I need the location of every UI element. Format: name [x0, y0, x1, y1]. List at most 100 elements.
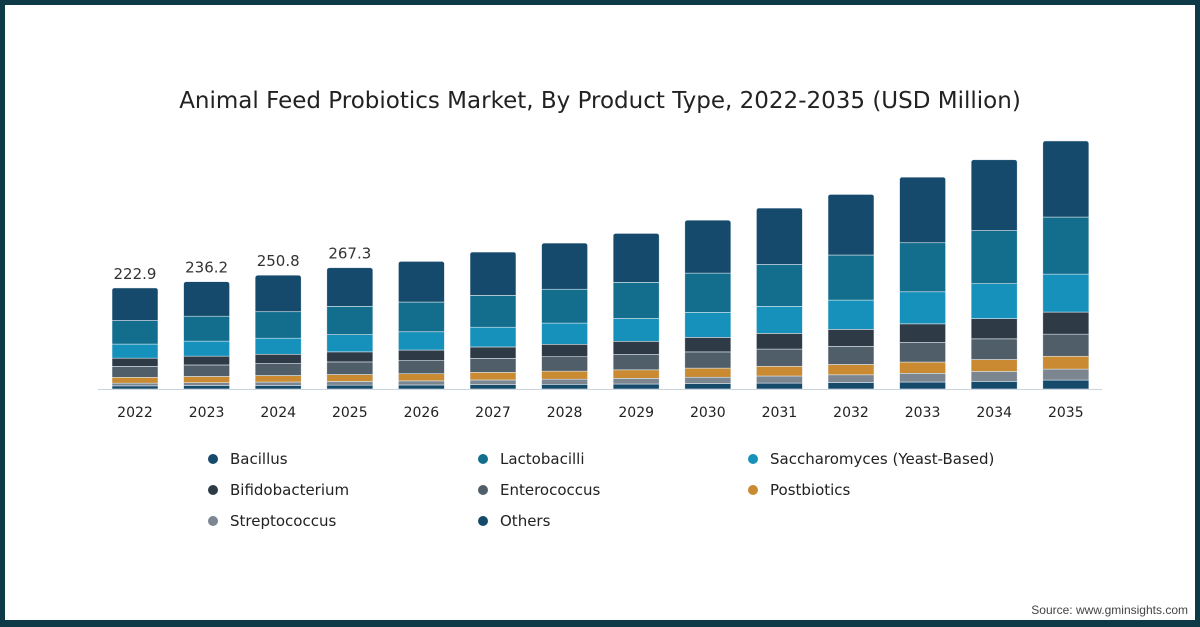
legend-label: Lactobacilli: [500, 450, 585, 468]
bar-segment-bifidobacterium: [112, 357, 158, 367]
bar-segment-saccharomyces-yeast-based-: [541, 322, 588, 345]
total-label: 236.2: [185, 259, 228, 277]
bar-segment-saccharomyces-yeast-based-: [255, 337, 302, 355]
bar-segment-postbiotics: [183, 376, 230, 383]
bar-segment-bacillus: [112, 287, 158, 321]
bar-stack-2030: [684, 220, 731, 390]
legend-item[interactable]: Postbiotics: [748, 481, 850, 499]
x-tick-label: 2027: [475, 405, 511, 421]
bar-segment-bacillus: [326, 267, 373, 307]
x-tick-label: 2028: [547, 405, 583, 421]
bar-segment-bifidobacterium: [398, 349, 445, 361]
total-label: 250.8: [257, 252, 300, 270]
bar-segment-saccharomyces-yeast-based-: [326, 334, 373, 353]
bar-segment-saccharomyces-yeast-based-: [470, 326, 516, 348]
bar-segment-lactobacilli: [255, 311, 302, 339]
bar-segment-lactobacilli: [756, 264, 803, 307]
bar-segment-enterococcus: [470, 358, 516, 373]
x-tick-label: 2033: [905, 405, 941, 421]
legend-dot-icon: [478, 485, 488, 495]
bar-segment-others: [326, 384, 373, 390]
bar-segment-streptococcus: [398, 380, 445, 386]
bar-stack-2024: [255, 275, 302, 390]
legend-item[interactable]: Others: [478, 512, 550, 530]
bar-segment-bacillus: [255, 275, 302, 313]
legend-label: Postbiotics: [770, 481, 851, 499]
bar-segment-enterococcus: [255, 363, 302, 376]
bar-segment-postbiotics: [112, 376, 158, 384]
bar-segment-streptococcus: [541, 378, 588, 385]
bar-segment-streptococcus: [613, 378, 660, 385]
bar-stack-2027: [470, 252, 516, 390]
legend-dot-icon: [208, 454, 218, 464]
bar-segment-streptococcus: [470, 379, 516, 385]
legend-item[interactable]: Lactobacilli: [478, 450, 585, 468]
legend-item[interactable]: Bacillus: [208, 450, 288, 468]
bar-segment-saccharomyces-yeast-based-: [971, 283, 1018, 319]
bar-segment-lactobacilli: [828, 254, 874, 301]
bar-segment-bacillus: [899, 177, 946, 244]
x-tick-label: 2035: [1048, 405, 1084, 421]
bar-stack-2033: [899, 177, 946, 390]
legend-item[interactable]: Bifidobacterium: [208, 481, 349, 499]
bar-stack-2034: [971, 159, 1018, 390]
legend-dot-icon: [208, 516, 218, 526]
bar-segment-enterococcus: [183, 364, 230, 377]
legend-label: Saccharomyces (Yeast-Based): [770, 450, 995, 468]
x-tick-label: 2022: [117, 405, 153, 421]
bar-segment-enterococcus: [828, 346, 874, 365]
legend-dot-icon: [478, 454, 488, 464]
x-tick-label: 2026: [404, 405, 440, 421]
bar-segment-lactobacilli: [613, 282, 660, 319]
bar-segment-streptococcus: [828, 374, 874, 383]
bar-segment-lactobacilli: [899, 242, 946, 293]
bar-segment-bacillus: [613, 233, 660, 283]
bar-segment-bifidobacterium: [255, 353, 302, 364]
bar-segment-enterococcus: [541, 356, 588, 372]
x-tick-label: 2024: [260, 405, 296, 421]
bar-segment-postbiotics: [684, 367, 731, 378]
legend-item[interactable]: Enterococcus: [478, 481, 600, 499]
bar-segment-bacillus: [684, 220, 731, 274]
bar-segment-bifidobacterium: [1042, 311, 1089, 335]
bar-segment-others: [183, 385, 230, 390]
bar-stack-2022: [112, 287, 158, 390]
legend-dot-icon: [478, 516, 488, 526]
bar-segment-lactobacilli: [971, 230, 1018, 284]
bar-segment-saccharomyces-yeast-based-: [613, 318, 660, 342]
bar-segment-bacillus: [541, 243, 588, 290]
bar-segment-postbiotics: [971, 359, 1018, 372]
bar-segment-saccharomyces-yeast-based-: [183, 340, 230, 357]
bar-segment-saccharomyces-yeast-based-: [398, 331, 445, 351]
legend-dot-icon: [748, 485, 758, 495]
legend-dot-icon: [748, 454, 758, 464]
x-tick-label: 2023: [189, 405, 225, 421]
legend-label: Bifidobacterium: [230, 481, 350, 499]
bar-segment-others: [398, 384, 445, 390]
legend-dot-icon: [208, 485, 218, 495]
bar-segment-postbiotics: [613, 369, 660, 379]
bar-segment-saccharomyces-yeast-based-: [899, 291, 946, 325]
total-label: 267.3: [328, 245, 371, 263]
bar-stack-2032: [828, 194, 874, 390]
bar-segment-saccharomyces-yeast-based-: [828, 299, 874, 330]
bar-segment-postbiotics: [541, 370, 588, 380]
legend-item[interactable]: Streptococcus: [208, 512, 336, 530]
bar-segment-enterococcus: [326, 361, 373, 375]
bar-segment-streptococcus: [1042, 368, 1089, 381]
bar-segment-streptococcus: [326, 381, 373, 386]
bar-stack-2029: [613, 233, 660, 390]
bar-segment-streptococcus: [971, 371, 1018, 382]
bar-segment-lactobacilli: [398, 301, 445, 333]
bar-segment-bacillus: [398, 261, 445, 303]
bar-segment-streptococcus: [255, 381, 302, 386]
bar-segment-others: [112, 385, 158, 390]
legend-item[interactable]: Saccharomyces (Yeast-Based): [748, 450, 994, 468]
bar-segment-bifidobacterium: [183, 355, 230, 366]
bar-segment-others: [255, 385, 302, 390]
bar-stack-2023: [183, 281, 230, 390]
bar-segment-lactobacilli: [684, 272, 731, 313]
bar-segment-enterococcus: [1042, 333, 1089, 357]
bar-segment-others: [684, 383, 731, 390]
bar-segment-enterococcus: [756, 348, 803, 367]
